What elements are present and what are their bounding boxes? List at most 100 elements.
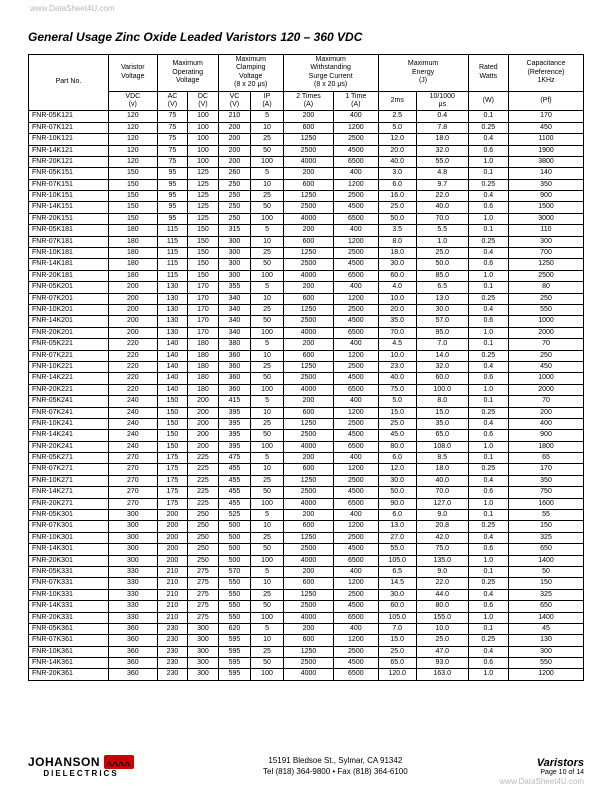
cell-value: 300 — [108, 521, 157, 532]
cell-value: 50 — [251, 373, 284, 384]
cell-value: 10 — [251, 635, 284, 646]
cell-value: 4500 — [334, 430, 378, 441]
cell-value: 175 — [157, 464, 187, 475]
cell-value: 1250 — [283, 134, 333, 145]
cell-value: 340 — [218, 316, 251, 327]
cell-value: 600 — [283, 122, 333, 133]
cell-value: 100 — [188, 134, 218, 145]
cell-partno: FNR-05K271 — [29, 453, 109, 464]
addr-line1: 15191 Bledsoe St., Sylmar, CA 91342 — [263, 756, 408, 766]
cell-value: 10 — [251, 122, 284, 133]
cell-value: 8.5 — [416, 453, 468, 464]
cell-value: 600 — [283, 350, 333, 361]
cell-value: 13.0 — [378, 521, 416, 532]
cell-value: 8.0 — [378, 236, 416, 247]
cell-value: 100 — [251, 612, 284, 623]
table-row: FNR-05K20120013017035552004004.06.50.180 — [29, 282, 584, 293]
cell-value: 200 — [509, 407, 584, 418]
cell-value: 550 — [509, 658, 584, 669]
cell-value: 325 — [509, 532, 584, 543]
footer: JOHANSON DIELECTRICS 15191 Bledsoe St., … — [28, 755, 584, 778]
cell-value: 200 — [108, 293, 157, 304]
table-row: FNR-14K15115095125250502500450025.040.00… — [29, 202, 584, 213]
hdr-ip: IP(A) — [251, 91, 284, 111]
cell-value: 225 — [188, 487, 218, 498]
cell-value: 6500 — [334, 270, 378, 281]
cell-value: 180 — [108, 236, 157, 247]
cell-partno: FNR-10K271 — [29, 475, 109, 486]
cell-value: 4500 — [334, 145, 378, 156]
cell-value: 450 — [509, 122, 584, 133]
cell-value: 200 — [108, 316, 157, 327]
cell-value: 0.25 — [468, 236, 508, 247]
cell-value: 2500 — [509, 270, 584, 281]
cell-value: 95 — [157, 179, 187, 190]
cell-value: 200 — [218, 145, 251, 156]
table-row: FNR-20K1811801151503001004000650060.085.… — [29, 270, 584, 281]
table-row: FNR-05K18118011515031552004003.55.50.111… — [29, 225, 584, 236]
cell-value: 163.0 — [416, 669, 468, 680]
cell-value: 27.0 — [378, 532, 416, 543]
cell-partno: FNR-07K121 — [29, 122, 109, 133]
logo-sub: DIELECTRICS — [43, 769, 118, 778]
cell-value: 4500 — [334, 658, 378, 669]
cell-value: 210 — [157, 578, 187, 589]
cell-value: 25.0 — [416, 635, 468, 646]
cell-value: 100 — [251, 213, 284, 224]
cell-value: 0.1 — [468, 339, 508, 350]
hdr-2ms: 2ms — [378, 91, 416, 111]
cell-value: 360 — [218, 361, 251, 372]
logo-text: JOHANSON — [28, 755, 100, 769]
cell-value: 300 — [218, 270, 251, 281]
cell-value: 1200 — [334, 464, 378, 475]
cell-value: 0.4 — [468, 532, 508, 543]
cell-partno: FNR-14K331 — [29, 601, 109, 612]
cell-value: 105.0 — [378, 612, 416, 623]
cell-value: 170 — [509, 464, 584, 475]
cell-partno: FNR-20K201 — [29, 327, 109, 338]
cell-value: 0.1 — [468, 111, 508, 122]
cell-value: 400 — [334, 623, 378, 634]
varistor-table: Part No. VaristorVoltage MaximumOperatin… — [28, 54, 584, 681]
cell-value: 1250 — [283, 248, 333, 259]
cell-value: 7.0 — [416, 339, 468, 350]
cell-value: 1200 — [334, 236, 378, 247]
cell-partno: FNR-14K301 — [29, 544, 109, 555]
cell-value: 180 — [108, 248, 157, 259]
cell-value: 200 — [157, 544, 187, 555]
cell-value: 70.0 — [378, 327, 416, 338]
cell-value: 315 — [218, 225, 251, 236]
cell-partno: FNR-10K151 — [29, 191, 109, 202]
cell-value: 4000 — [283, 156, 333, 167]
cell-partno: FNR-10K201 — [29, 304, 109, 315]
cell-partno: FNR-05K301 — [29, 510, 109, 521]
cell-value: 1.0 — [468, 384, 508, 395]
table-row: FNR-05K22122014018038052004004.57.00.170 — [29, 339, 584, 350]
table-row: FNR-05K1211207510021052004002.50.40.1170 — [29, 111, 584, 122]
cell-value: 200 — [218, 156, 251, 167]
hdr-w: (W) — [468, 91, 508, 111]
cell-value: 650 — [509, 601, 584, 612]
cell-value: 600 — [283, 407, 333, 418]
cell-value: 7.0 — [378, 623, 416, 634]
table-row: FNR-10K201200130170340251250250020.030.0… — [29, 304, 584, 315]
cell-value: 300 — [188, 623, 218, 634]
cell-value: 6.0 — [378, 179, 416, 190]
cell-value: 5 — [251, 339, 284, 350]
cell-value: 250 — [509, 350, 584, 361]
table-row: FNR-20K2012001301703401004000650070.095.… — [29, 327, 584, 338]
cell-value: 125 — [188, 168, 218, 179]
cell-value: 330 — [108, 612, 157, 623]
cell-value: 75 — [157, 111, 187, 122]
cell-value: 0.1 — [468, 396, 508, 407]
table-row: FNR-05K1511509512526052004003.04.80.1140 — [29, 168, 584, 179]
cell-value: 115 — [157, 236, 187, 247]
cell-value: 395 — [218, 430, 251, 441]
table-row: FNR-05K36136023030062052004007.010.00.14… — [29, 623, 584, 634]
cell-value: 12.0 — [378, 464, 416, 475]
cell-value: 13.0 — [416, 293, 468, 304]
cell-value: 600 — [283, 236, 333, 247]
cell-partno: FNR-14K121 — [29, 145, 109, 156]
cell-value: 250 — [188, 532, 218, 543]
cell-value: 32.0 — [416, 361, 468, 372]
